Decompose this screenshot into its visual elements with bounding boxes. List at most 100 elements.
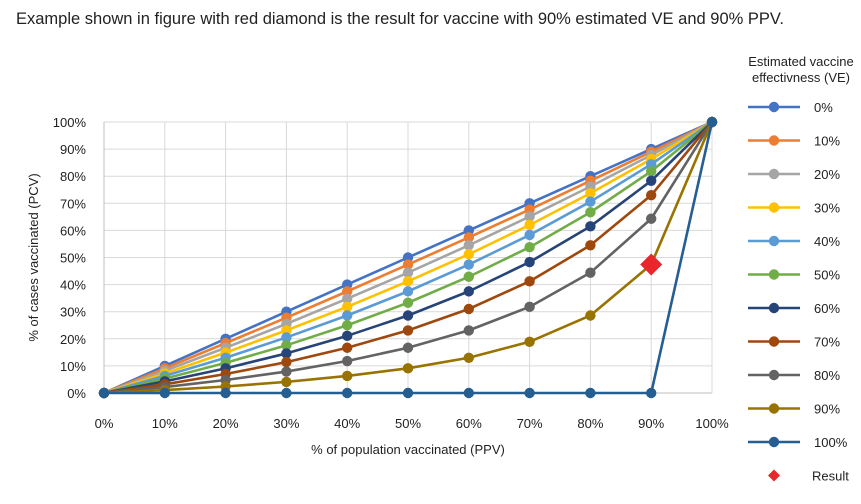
y-tick-label: 50% <box>60 251 86 266</box>
legend: Estimated vaccine effectivness (VE) 0% 10… <box>748 54 854 484</box>
data-point <box>646 213 657 224</box>
data-point <box>585 310 596 321</box>
data-point <box>342 355 353 367</box>
data-point <box>524 211 535 222</box>
y-tick-label: 30% <box>60 305 86 320</box>
data-point <box>646 166 657 177</box>
data-point <box>402 363 414 374</box>
legend-title: Estimated vaccine <box>748 54 854 69</box>
data-point <box>463 232 474 243</box>
legend-diamond-icon <box>768 469 780 482</box>
legend-label: Result <box>812 469 849 484</box>
data-point <box>159 387 170 399</box>
data-point <box>98 387 110 399</box>
legend-swatch-marker <box>768 336 780 347</box>
data-point <box>463 249 474 260</box>
data-point <box>402 342 414 353</box>
legend-label: 10% <box>814 134 840 149</box>
data-point <box>342 293 353 304</box>
data-point <box>524 387 535 399</box>
data-point <box>342 286 353 297</box>
legend-item-50-pct: 50% <box>748 268 840 283</box>
data-point <box>463 286 474 297</box>
legend-item-20-pct: 20% <box>748 167 840 182</box>
data-point <box>342 370 353 382</box>
series-100-pct <box>98 116 718 399</box>
y-tick-label: 100% <box>53 115 87 130</box>
result-diamond-marker <box>640 253 663 276</box>
y-tick-label: 80% <box>60 169 86 184</box>
legend-swatch-marker <box>768 302 780 314</box>
x-tick-label: 50% <box>395 416 421 431</box>
axis-titles: % of population vaccinated (PPV) % of ca… <box>26 173 505 457</box>
data-point <box>402 387 414 399</box>
data-point <box>342 342 353 353</box>
data-point <box>463 387 474 399</box>
legend-swatch-marker <box>768 269 780 280</box>
x-tick-label: 80% <box>577 416 603 431</box>
legend-item-70-pct: 70% <box>748 335 840 350</box>
x-tick-label: 10% <box>152 416 178 431</box>
data-point <box>342 301 353 313</box>
data-point <box>524 229 535 241</box>
legend-label: 90% <box>814 402 840 417</box>
legend-label: 40% <box>814 234 840 249</box>
data-point <box>585 240 596 251</box>
legend-item-30-pct: 30% <box>748 201 840 216</box>
data-point <box>281 356 292 368</box>
data-point <box>524 276 535 287</box>
data-point <box>342 310 353 321</box>
data-point <box>524 336 535 347</box>
x-tick-label: 70% <box>517 416 543 431</box>
y-tick-label: 20% <box>60 332 86 347</box>
y-axis-title: % of cases vaccinated (PCV) <box>26 173 41 341</box>
legend-swatch-marker <box>768 403 780 414</box>
legend-swatch-marker <box>768 235 780 247</box>
x-tick-label: 100% <box>695 416 729 431</box>
data-point <box>402 297 414 308</box>
data-point <box>463 271 474 282</box>
x-axis-title: % of population vaccinated (PPV) <box>311 442 505 457</box>
legend-label: 0% <box>814 100 833 115</box>
data-point <box>463 240 474 251</box>
y-tick-label: 10% <box>60 359 86 374</box>
legend-swatch-marker <box>768 135 780 146</box>
data-point <box>281 340 292 351</box>
data-point <box>585 196 596 207</box>
legend-item-100-pct: 100% <box>748 435 848 450</box>
data-point <box>342 387 353 399</box>
legend-item-10-pct: 10% <box>748 134 840 149</box>
x-tick-label: 90% <box>638 416 664 431</box>
legend-item-40-pct: 40% <box>748 234 840 249</box>
data-point <box>281 332 292 343</box>
data-point <box>402 276 414 287</box>
data-point <box>646 189 657 201</box>
legend-label: 60% <box>814 301 840 316</box>
data-point <box>281 376 292 388</box>
data-point <box>402 325 414 336</box>
data-point <box>281 366 292 377</box>
data-point <box>281 348 292 359</box>
data-point <box>220 387 231 399</box>
data-point <box>524 301 535 313</box>
legend-item-90-pct: 90% <box>748 402 840 417</box>
x-tick-label: 30% <box>273 416 299 431</box>
data-point <box>402 259 414 270</box>
data-point <box>585 188 596 199</box>
x-tick-label: 40% <box>334 416 360 431</box>
data-point <box>463 352 474 363</box>
annotations <box>640 253 663 276</box>
data-point <box>585 267 596 278</box>
legend-label: 30% <box>814 201 840 216</box>
legend-label: 20% <box>814 167 840 182</box>
x-tick-label: 20% <box>213 416 239 431</box>
y-tick-label: 60% <box>60 223 86 238</box>
data-point <box>402 286 414 297</box>
y-tick-label: 0% <box>67 386 86 401</box>
x-tick-label: 60% <box>456 416 482 431</box>
data-point <box>585 221 596 232</box>
data-point <box>342 330 353 342</box>
data-point <box>463 325 474 336</box>
data-point <box>402 267 414 278</box>
